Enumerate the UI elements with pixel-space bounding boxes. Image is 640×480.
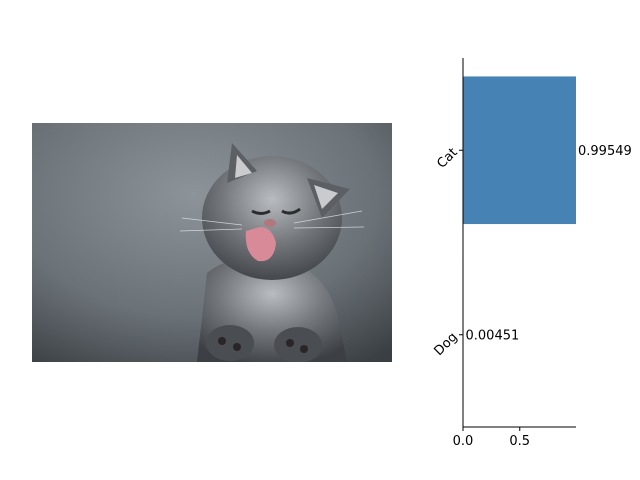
x-tick-label-0.5: 0.5 [509, 434, 530, 449]
y-tick-label-dog: Dog [432, 330, 461, 359]
bar-cat [463, 76, 576, 225]
kitten-photo [32, 123, 392, 362]
value-label-cat: 0.99549 [578, 144, 632, 159]
x-tick-label-0.0: 0.0 [453, 434, 474, 449]
y-tick-label-cat: Cat [434, 145, 460, 171]
value-label-dog: 0.00451 [466, 328, 520, 343]
